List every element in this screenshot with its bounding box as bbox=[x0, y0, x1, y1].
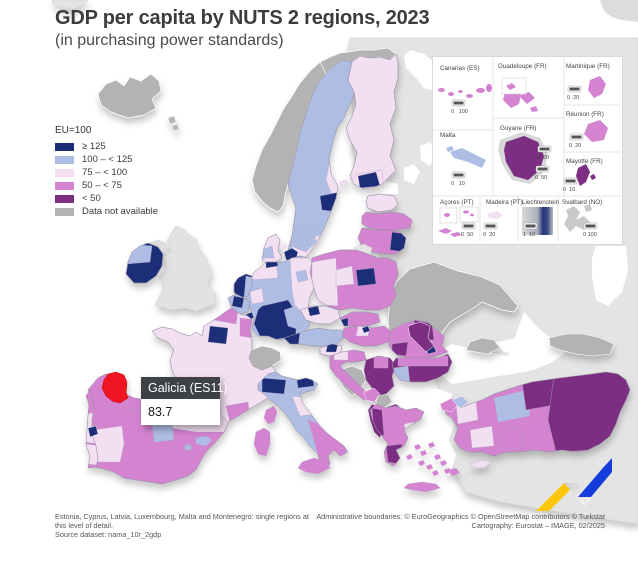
svg-text:Liechtenstein: Liechtenstein bbox=[522, 199, 560, 206]
svg-text:Mayotte (FR): Mayotte (FR) bbox=[566, 158, 603, 165]
svg-text:Martinique (FR): Martinique (FR) bbox=[566, 63, 610, 70]
svg-text:Svalbard (NO): Svalbard (NO) bbox=[562, 199, 602, 206]
svg-text:0 20: 0 20 bbox=[537, 155, 549, 161]
svg-text:Guyane (FR): Guyane (FR) bbox=[500, 125, 536, 132]
svg-text:0 100: 0 100 bbox=[583, 232, 597, 238]
svg-text:Guadeloupe (FR): Guadeloupe (FR) bbox=[498, 63, 547, 70]
svg-text:0 20: 0 20 bbox=[483, 232, 495, 238]
svg-text:0 20: 0 20 bbox=[569, 143, 581, 149]
svg-text:0 50: 0 50 bbox=[461, 232, 473, 238]
svg-text:Canarias (ES): Canarias (ES) bbox=[440, 65, 480, 72]
svg-text:0 10: 0 10 bbox=[451, 181, 465, 187]
svg-text:Açores (PT): Açores (PT) bbox=[440, 199, 474, 206]
svg-text:Malta: Malta bbox=[440, 132, 456, 139]
svg-text:0 100: 0 100 bbox=[451, 109, 468, 115]
svg-text:0 20: 0 20 bbox=[567, 95, 579, 101]
svg-text:0 50: 0 50 bbox=[535, 175, 547, 181]
svg-text:Madeira (PT): Madeira (PT) bbox=[486, 199, 523, 206]
svg-text:0 10: 0 10 bbox=[563, 187, 575, 193]
svg-text:Réunion (FR): Réunion (FR) bbox=[566, 111, 604, 118]
svg-text:1 10: 1 10 bbox=[523, 232, 535, 238]
